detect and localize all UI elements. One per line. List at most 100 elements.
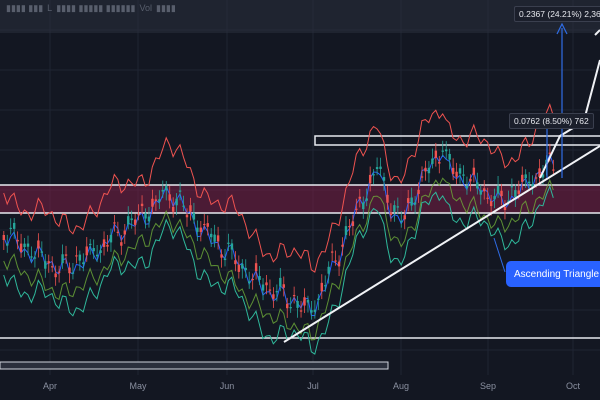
candle-body [147, 216, 151, 222]
candle-body [451, 167, 455, 174]
month-label-sep: Sep [479, 381, 497, 391]
candle-body [479, 190, 482, 195]
candle-body [216, 235, 220, 242]
candle-body [455, 171, 458, 177]
candle-body [265, 282, 268, 286]
candle-body [113, 222, 116, 224]
candle-body [296, 300, 299, 308]
candle-body [534, 177, 538, 179]
candle-body [199, 227, 203, 232]
candle-body [413, 202, 417, 205]
candle-body [92, 248, 95, 252]
candle-body [368, 174, 372, 184]
candle-body [469, 178, 472, 182]
candle-body [47, 261, 50, 264]
candle-body [50, 266, 54, 268]
keltner-lower-line [3, 177, 554, 341]
candle-body [140, 203, 144, 207]
candle-body [344, 226, 348, 236]
candle-body [465, 185, 469, 188]
candle-body [61, 254, 64, 264]
month-label-jun: Jun [219, 381, 235, 391]
candle-body [406, 198, 410, 203]
middle-bollinger-band [3, 152, 554, 317]
candle-body [483, 188, 486, 192]
candle-body [552, 169, 555, 171]
projection-tail [594, 29, 600, 36]
candle-body [26, 243, 30, 247]
candle-body [237, 264, 241, 272]
candle-body [19, 243, 23, 252]
candle-body [206, 223, 209, 227]
candle-body [472, 167, 476, 175]
candle-body [95, 254, 99, 257]
candle-body [75, 255, 78, 257]
candle-body [192, 212, 196, 220]
candle-body [303, 297, 306, 306]
candle-body [37, 240, 40, 249]
candle-body [458, 168, 462, 174]
ascending-triangle-callout[interactable]: Ascending Triangle P [506, 261, 600, 287]
symbol-ohlc-header: ▮▮▮▮ ▮▮▮ L ▮▮▮▮ ▮▮▮▮▮ ▮▮▮▮▮▮ Vol ▮▮▮▮ [0, 0, 176, 16]
candle-body [130, 218, 133, 221]
candle-body [438, 161, 441, 164]
candle-body [389, 212, 393, 215]
candle-body [102, 239, 106, 248]
candle-body [33, 257, 37, 259]
candle-body [123, 230, 126, 235]
upper-bollinger-band [3, 103, 554, 273]
supply-zone [0, 185, 600, 213]
volume-value-blurred: ▮▮▮▮ [156, 2, 176, 13]
candle-body [161, 189, 165, 192]
top-target-label: 0.2367 (24.21%) 2,36 [514, 6, 600, 22]
candle-body [258, 275, 261, 280]
candle-body [227, 242, 230, 244]
candle-body [531, 184, 534, 188]
candle-body [247, 281, 251, 284]
candle-body [324, 285, 327, 287]
candle-body [527, 181, 531, 184]
candle-body [261, 284, 265, 291]
candle-body [30, 256, 33, 258]
candle-body [548, 152, 552, 155]
candle-body [462, 174, 465, 176]
month-label-jul: Jul [307, 381, 319, 391]
mid-target-label: 0.0762 (8.50%) 762 [509, 113, 594, 129]
candle-body [337, 261, 341, 267]
candle-body [400, 220, 403, 222]
candle-body [120, 242, 123, 246]
candle-body [382, 177, 386, 181]
candle-body [327, 266, 330, 274]
candle-body [362, 202, 365, 210]
candle-body [2, 235, 6, 240]
top-range-band [0, 0, 600, 33]
candle-body [310, 310, 313, 313]
candle-body [165, 185, 168, 191]
candle-body [486, 197, 489, 199]
ascending-trendline [283, 145, 600, 343]
candle-body [410, 197, 413, 206]
candle-body [524, 174, 527, 179]
candle-body [175, 198, 178, 206]
candle-body [355, 208, 358, 210]
candle-body [23, 243, 26, 248]
candle-body [78, 254, 82, 261]
candle-body [279, 277, 282, 287]
candle-body [476, 182, 479, 189]
candle-body [379, 166, 382, 169]
candle-body [12, 222, 16, 229]
month-label-oct: Oct [565, 381, 581, 391]
candle-body [514, 190, 517, 198]
candle-body [521, 174, 524, 182]
candle-body [213, 234, 216, 242]
low-label: L [47, 3, 53, 13]
candle-body [286, 303, 289, 309]
candle-body [434, 150, 438, 158]
candle-body [44, 261, 47, 269]
candle-body [292, 295, 296, 297]
candle-body [289, 307, 292, 309]
candle-body [189, 205, 192, 212]
candle-body [507, 200, 510, 202]
